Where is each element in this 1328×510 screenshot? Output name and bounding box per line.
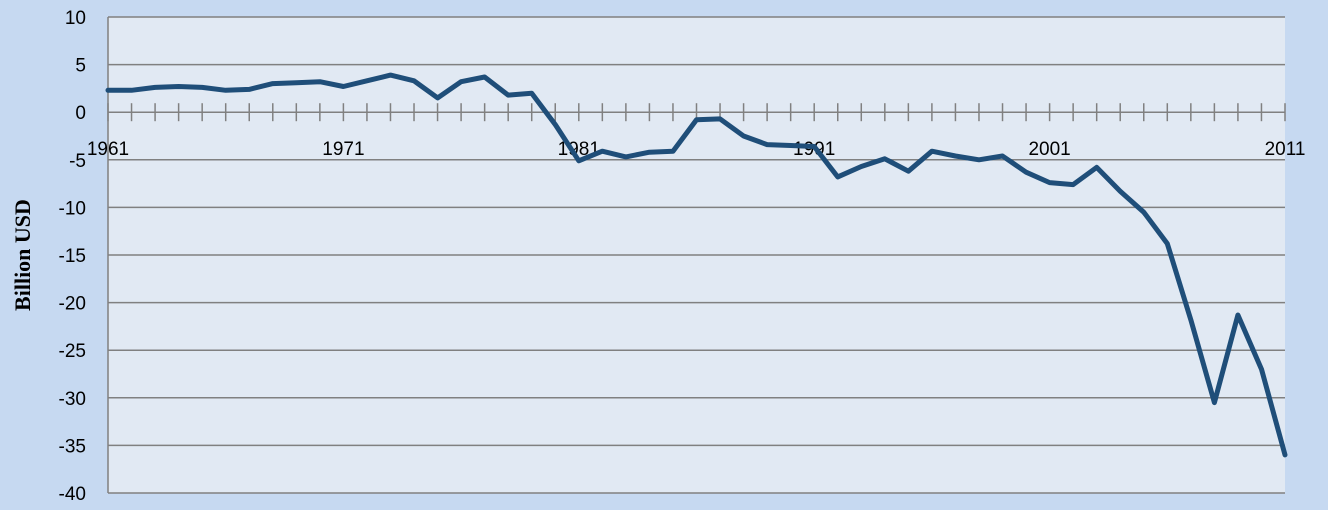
x-tick-label: 1961 <box>87 139 129 160</box>
y-tick-label: 0 <box>75 103 86 124</box>
x-tick-label: 2011 <box>1265 139 1306 160</box>
y-tick-label: -15 <box>59 246 86 267</box>
x-tick-label: 2001 <box>1028 139 1070 160</box>
y-tick-label: 5 <box>75 56 86 77</box>
x-tick-marks <box>107 103 1286 122</box>
y-tick-label: -5 <box>69 151 86 172</box>
y-tick-label: 10 <box>65 8 86 29</box>
y-axis-title: Billion USD <box>10 199 35 311</box>
y-tick-label: -10 <box>59 198 86 219</box>
y-tick-label: -40 <box>59 484 86 505</box>
y-tick-label: -30 <box>59 389 86 410</box>
x-tick-label: 1971 <box>322 139 364 160</box>
series-line <box>105 72 1288 458</box>
y-tick-label: -20 <box>59 294 86 315</box>
y-tick-label: -25 <box>59 341 86 362</box>
y-tick-labels: 10 5 0 -5 -10 -15 -20 -25 -30 -35 -40 <box>59 8 86 505</box>
grid-lines <box>108 16 1285 494</box>
y-tick-label: -35 <box>59 436 86 457</box>
